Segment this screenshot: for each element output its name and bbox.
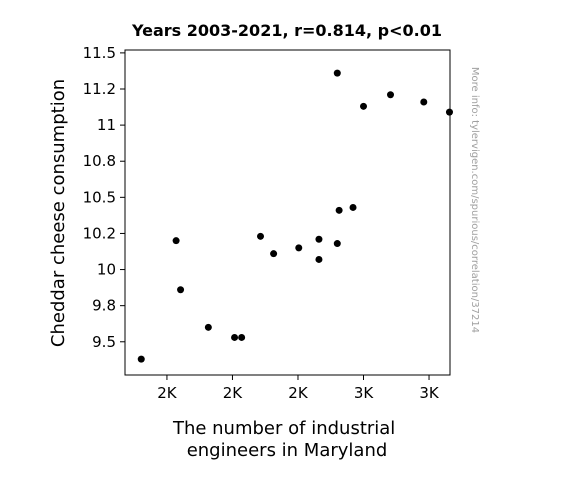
x-tick-label: 3K bbox=[419, 384, 440, 402]
data-point bbox=[204, 323, 212, 331]
y-tick-label: 11.5 bbox=[83, 44, 116, 62]
data-point bbox=[172, 237, 180, 245]
y-tick-label: 11 bbox=[97, 116, 116, 134]
x-tick-label: 3K bbox=[354, 384, 375, 402]
data-point bbox=[177, 286, 185, 294]
y-tick-label: 10.8 bbox=[83, 152, 116, 170]
y-tick-label: 9.5 bbox=[92, 333, 116, 351]
data-point bbox=[333, 69, 341, 77]
source-note: More info: tylervigen.com/spurious/corre… bbox=[469, 67, 480, 333]
data-point bbox=[315, 255, 323, 263]
y-tick-label: 11.2 bbox=[83, 80, 116, 98]
data-point bbox=[238, 333, 246, 341]
y-tick-label: 10.2 bbox=[83, 224, 116, 242]
data-point bbox=[270, 250, 278, 258]
data-point bbox=[445, 108, 453, 116]
data-point bbox=[360, 102, 368, 110]
x-axis-label-line-2: engineers in Maryland bbox=[187, 440, 388, 461]
x-axis: 2K 2K 2K 3K 3K bbox=[157, 375, 440, 402]
data-point bbox=[231, 333, 239, 341]
x-axis-label: The number of industrial engineers in Ma… bbox=[172, 418, 401, 461]
data-point bbox=[420, 98, 428, 106]
x-tick-label: 2K bbox=[157, 384, 178, 402]
data-point bbox=[257, 232, 265, 240]
data-point bbox=[349, 203, 357, 211]
chart-title: Years 2003-2021, r=0.814, p<0.01 bbox=[131, 21, 442, 40]
y-tick-label: 10.5 bbox=[83, 188, 116, 206]
data-point bbox=[335, 206, 343, 214]
y-axis-label: Cheddar cheese consumption bbox=[48, 79, 69, 347]
y-axis: 9.5 9.8 10 10.2 10.5 10.8 11 11.2 11.5 bbox=[83, 44, 125, 351]
data-points bbox=[137, 69, 453, 363]
x-tick-label: 2K bbox=[223, 384, 244, 402]
x-axis-label-line-1: The number of industrial bbox=[172, 418, 395, 439]
data-point bbox=[315, 235, 323, 243]
y-tick-label: 10 bbox=[97, 261, 116, 279]
data-point bbox=[387, 91, 395, 99]
data-point bbox=[333, 240, 341, 248]
x-tick-label: 2K bbox=[288, 384, 309, 402]
plot-area: 2K 2K 2K 3K 3K 9.5 9.8 10 10.2 10.5 10.8 11 11.2 11.… bbox=[83, 44, 453, 402]
plot-frame bbox=[124, 49, 451, 376]
data-point bbox=[137, 355, 145, 363]
data-point bbox=[295, 244, 303, 252]
y-tick-label: 9.8 bbox=[92, 297, 116, 315]
